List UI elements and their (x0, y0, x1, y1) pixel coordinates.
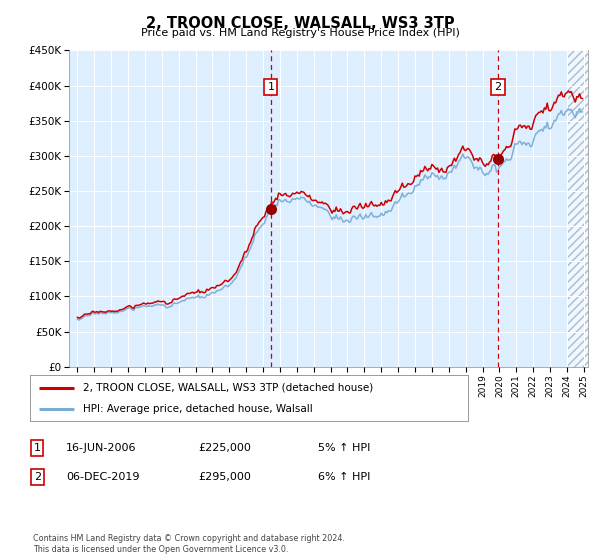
Text: 2, TROON CLOSE, WALSALL, WS3 3TP (detached house): 2, TROON CLOSE, WALSALL, WS3 3TP (detach… (83, 382, 373, 393)
Text: 2: 2 (34, 472, 41, 482)
Text: £295,000: £295,000 (198, 472, 251, 482)
Text: 06-DEC-2019: 06-DEC-2019 (66, 472, 139, 482)
Text: HPI: Average price, detached house, Walsall: HPI: Average price, detached house, Wals… (83, 404, 313, 414)
Text: 1: 1 (34, 443, 41, 453)
Text: 6% ↑ HPI: 6% ↑ HPI (318, 472, 370, 482)
Text: Contains HM Land Registry data © Crown copyright and database right 2024.
This d: Contains HM Land Registry data © Crown c… (33, 534, 345, 554)
Bar (567, 50, 592, 367)
Text: 5% ↑ HPI: 5% ↑ HPI (318, 443, 370, 453)
Text: 2: 2 (494, 82, 502, 92)
Text: £225,000: £225,000 (198, 443, 251, 453)
Bar (567, 50, 592, 367)
Text: 16-JUN-2006: 16-JUN-2006 (66, 443, 137, 453)
Text: 2, TROON CLOSE, WALSALL, WS3 3TP: 2, TROON CLOSE, WALSALL, WS3 3TP (146, 16, 454, 31)
Text: Price paid vs. HM Land Registry's House Price Index (HPI): Price paid vs. HM Land Registry's House … (140, 28, 460, 38)
Text: 1: 1 (268, 82, 274, 92)
